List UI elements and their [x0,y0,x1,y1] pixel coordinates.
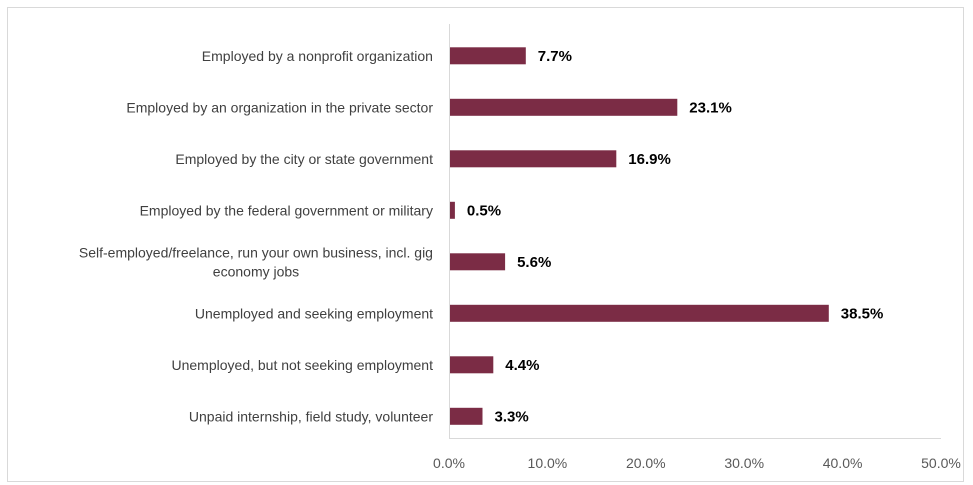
category-label: Employed by the city or state government [175,151,433,167]
category-label: Unemployed, but not seeking employment [172,357,434,373]
value-label: 7.7% [538,48,572,65]
value-label: 16.9% [628,151,671,168]
bar [450,201,455,219]
plot-area: 0.0% 10.0% 20.0% 30.0% 40.0% 50.0% 7.7% Employe… [79,24,961,471]
category-label-line: Self-employed/freelance, run your own bu… [79,244,433,260]
chart-frame: 0.0% 10.0% 20.0% 30.0% 40.0% 50.0% 7.7% Employe… [7,7,964,482]
bar [450,304,829,322]
bar-chart: 0.0% 10.0% 20.0% 30.0% 40.0% 50.0% 7.7% Employe… [79,24,961,471]
x-tick-label: 30.0% [724,455,764,471]
category-label: Employed by a nonprofit organization [202,48,433,64]
value-label: 23.1% [689,99,732,116]
category-label: Employed by the federal government or mi… [140,202,433,218]
value-label: 5.6% [517,254,551,271]
bar [450,356,494,374]
x-tick-label: 20.0% [626,455,666,471]
value-label: 3.3% [495,408,529,425]
category-label-line: economy jobs [213,263,299,279]
x-tick-label: 50.0% [921,455,961,471]
category-label: Self-employed/freelance, run your own bu… [79,244,433,279]
bar [450,98,678,116]
x-tick-label: 40.0% [823,455,863,471]
category-label: Unpaid internship, field study, voluntee… [189,408,433,424]
value-label: 0.5% [467,202,501,219]
category-label: Unemployed and seeking employment [195,305,433,321]
category-label: Employed by an organization in the priva… [126,99,433,115]
bar [450,47,526,65]
bar [450,150,617,168]
bar [450,407,483,425]
x-tick-label: 10.0% [528,455,568,471]
bar [450,253,506,271]
value-label: 38.5% [841,305,884,322]
x-tick-label: 0.0% [433,455,465,471]
value-label: 4.4% [505,357,539,374]
